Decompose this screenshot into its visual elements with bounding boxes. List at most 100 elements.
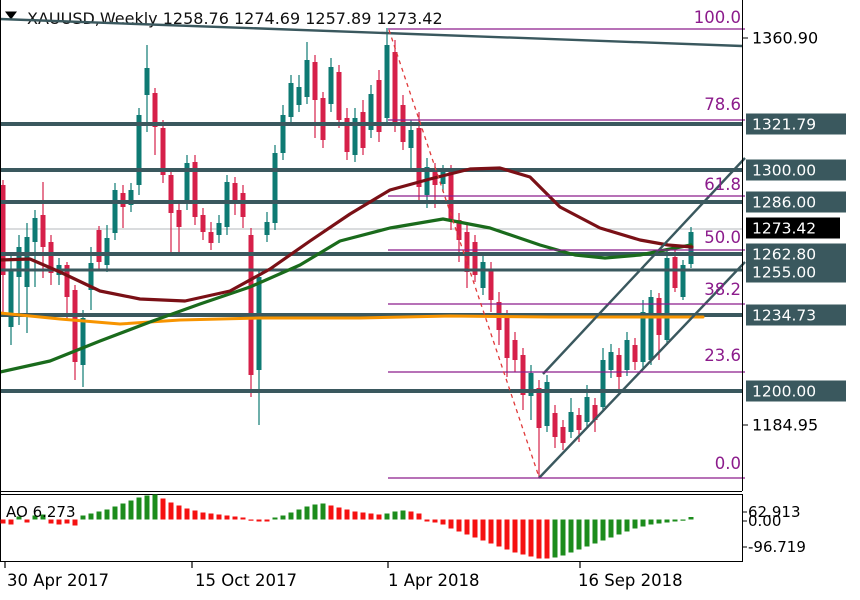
- fib-label: 50.0: [704, 228, 741, 247]
- candle-body: [528, 373, 534, 396]
- candle-body: [320, 98, 326, 140]
- ao-bar: [144, 495, 150, 520]
- candle-body: [304, 60, 310, 97]
- price-label: 1184.95: [752, 416, 818, 435]
- ao-bar: [40, 514, 46, 520]
- candle-body: [256, 277, 262, 370]
- candle-body: [440, 172, 446, 184]
- ao-bar: [176, 505, 182, 520]
- ao-oscillator-bars: [0, 494, 694, 559]
- fib-label: 78.6: [704, 95, 741, 114]
- candle-body: [96, 230, 102, 262]
- ao-bar: [496, 519, 502, 547]
- ao-bar: [392, 511, 398, 520]
- candle-body: [176, 210, 182, 227]
- candle-body: [576, 415, 582, 430]
- ao-bar: [408, 511, 414, 520]
- price-label: 1262.80: [752, 246, 816, 264]
- ao-bar: [600, 519, 606, 541]
- ao-bar: [248, 519, 254, 521]
- ao-bar: [464, 519, 470, 535]
- ao-bar: [160, 498, 166, 520]
- candle-body: [40, 215, 46, 247]
- ao-bar: [680, 519, 686, 521]
- candle-body: [480, 262, 486, 288]
- ao-scale-label: 62.913: [748, 503, 801, 521]
- trendline: [0, 17, 743, 48]
- candle-body: [48, 242, 54, 273]
- candle-body: [648, 297, 654, 360]
- candle-body: [184, 163, 190, 203]
- support-resistance-lines: [0, 122, 742, 393]
- ao-scale-label: -96.719: [748, 538, 806, 556]
- fib-label: 0.0: [715, 454, 741, 473]
- candle-body: [136, 115, 142, 185]
- price-label: 1321.79: [752, 116, 816, 134]
- ao-bar: [296, 509, 302, 520]
- candle-body: [456, 220, 462, 240]
- ao-bar: [576, 519, 582, 550]
- current-price-label: 1273.42: [752, 220, 816, 238]
- candle-body: [144, 68, 150, 95]
- ao-bar: [520, 519, 526, 555]
- ao-bar: [152, 494, 158, 520]
- ao-bar: [648, 519, 654, 525]
- candle-body: [512, 340, 518, 360]
- candle-body: [336, 72, 342, 120]
- candle-body: [384, 45, 390, 118]
- date-label: 30 Apr 2017: [7, 571, 109, 590]
- candle-body: [640, 312, 646, 362]
- ao-bar: [432, 519, 438, 523]
- ao-bar: [672, 519, 678, 522]
- candle-body: [200, 215, 206, 232]
- candle-body: [352, 118, 358, 155]
- moving-averages: [0, 166, 705, 374]
- candle-body: [104, 238, 110, 265]
- price-label-box: [746, 191, 846, 213]
- candle-body: [624, 340, 630, 370]
- ao-bar: [512, 519, 518, 553]
- ma-mid-green: [0, 217, 693, 374]
- ao-bar: [336, 507, 342, 520]
- ao-bar: [360, 512, 366, 520]
- candle-body: [208, 232, 214, 243]
- candle-body: [504, 318, 510, 358]
- ao-bar: [112, 506, 118, 520]
- ao-bar: [168, 502, 174, 520]
- candle-body: [160, 128, 166, 175]
- candle-body: [64, 265, 70, 297]
- ao-bar: [24, 519, 30, 523]
- chart-title: XAUUSD,Weekly 1258.76 1274.69 1257.89 12…: [27, 9, 443, 28]
- candle-body: [360, 112, 366, 148]
- ao-bar: [288, 512, 294, 520]
- price-label: 1286.00: [752, 194, 816, 212]
- ao-bar: [56, 519, 62, 525]
- candle-body: [168, 175, 174, 213]
- ao-bar: [488, 519, 494, 544]
- candle-body: [416, 128, 422, 187]
- candle-body: [264, 222, 270, 235]
- candle-body: [392, 52, 398, 122]
- candle-body: [560, 427, 566, 443]
- candle-body: [192, 162, 198, 217]
- candle-body: [112, 190, 118, 233]
- candle-body: [584, 397, 590, 422]
- ma-fast-orange: [0, 311, 705, 326]
- ma-slow-maroon: [0, 166, 694, 303]
- candle-body: [664, 258, 670, 340]
- candle-body: [408, 130, 414, 148]
- candle-body: [32, 218, 38, 242]
- candle-body: [296, 87, 302, 105]
- ao-bar: [328, 505, 334, 520]
- ao-bar: [136, 497, 142, 520]
- candle-body: [632, 345, 638, 362]
- ao-bar: [344, 509, 350, 520]
- ao-indicator-label: AO 6.273: [6, 503, 76, 521]
- ao-bar: [456, 519, 462, 532]
- ao-bar: [232, 516, 238, 520]
- candle-body: [24, 237, 30, 287]
- ao-bar: [192, 510, 198, 520]
